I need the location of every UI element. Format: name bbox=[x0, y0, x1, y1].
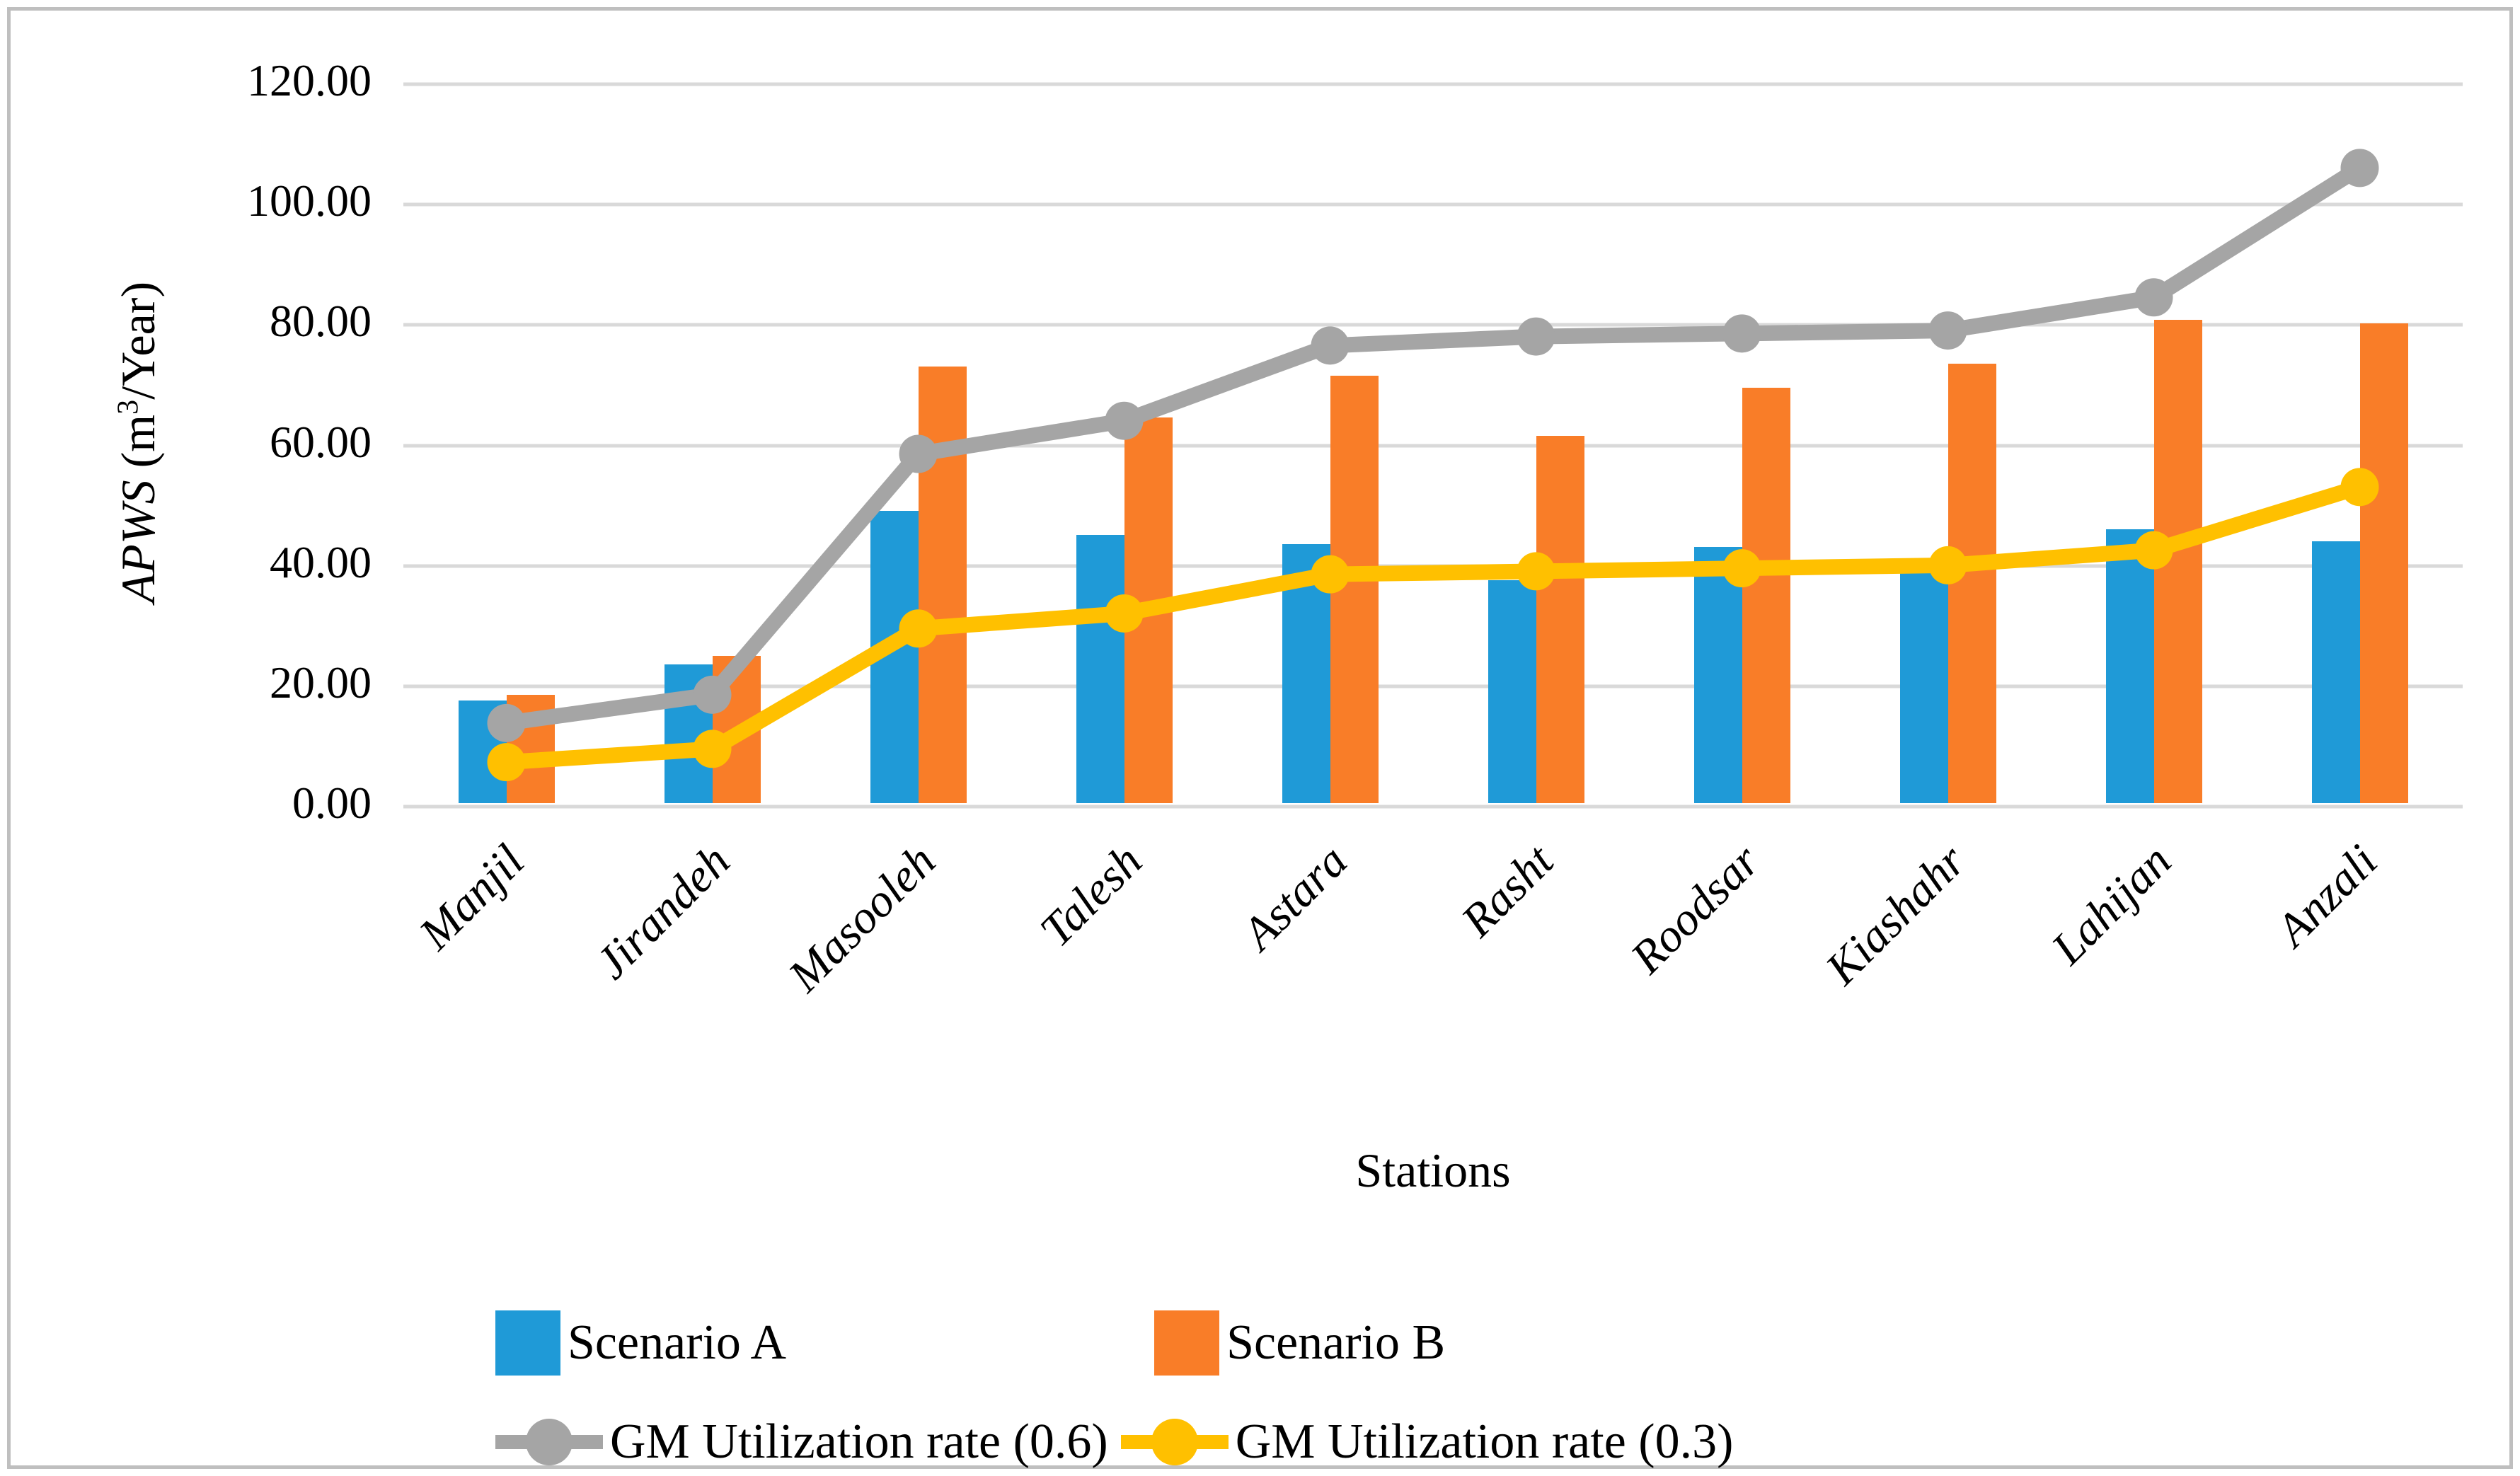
data-point-marker bbox=[693, 730, 732, 768]
bar-scenario-a bbox=[1899, 571, 1948, 803]
chart-outer-border bbox=[7, 7, 2513, 1469]
gridline bbox=[403, 444, 2463, 447]
y-axis-title-superscript: 3 bbox=[111, 399, 145, 415]
data-point-marker bbox=[487, 703, 526, 742]
data-point-marker bbox=[899, 609, 938, 648]
bar-scenario-a bbox=[1693, 547, 1742, 803]
bar-scenario-b bbox=[2359, 323, 2408, 803]
y-tick-label: 20.00 bbox=[270, 657, 372, 708]
data-point-marker bbox=[1928, 546, 1967, 584]
y-tick-label: 100.00 bbox=[247, 175, 372, 226]
gray-line-marker-icon bbox=[495, 1407, 603, 1476]
data-point-marker bbox=[1517, 552, 1555, 591]
line-gm-utilization-rate-0-3- bbox=[498, 479, 2368, 771]
bar-scenario-b bbox=[1947, 363, 1996, 803]
plot-area: 0.00 20.00 40.00 60.00 80.00 100.00 120.00 Manj… bbox=[247, 58, 2463, 1002]
legend-item-gm-rate-03: GM Utilization rate (0.3) bbox=[1120, 1407, 1734, 1476]
yellow-line-marker-icon bbox=[1120, 1407, 1229, 1476]
data-point-marker bbox=[1722, 314, 1761, 353]
bar-scenario-a bbox=[2311, 541, 2360, 803]
gridline bbox=[403, 805, 2463, 809]
data-point-marker bbox=[487, 743, 526, 782]
x-axis-title: Stations bbox=[1355, 1143, 1511, 1197]
y-tick-label: 60.00 bbox=[270, 416, 372, 467]
legend-label: GM Utilization rate (0.6) bbox=[610, 1414, 1108, 1469]
gridline bbox=[403, 323, 2463, 327]
gridline bbox=[403, 202, 2463, 207]
data-point-marker bbox=[1105, 594, 1144, 633]
scenario-b-swatch-icon bbox=[1154, 1310, 1220, 1376]
legend-label: Scenario A bbox=[568, 1315, 787, 1370]
data-point-marker bbox=[2340, 468, 2379, 507]
line-series-overlay bbox=[487, 149, 2379, 782]
data-point-marker bbox=[1722, 549, 1761, 588]
data-point-marker bbox=[1105, 401, 1144, 440]
bar-scenario-a bbox=[1488, 580, 1536, 803]
bar-scenario-b bbox=[1742, 387, 1790, 803]
y-tick-label: 40.00 bbox=[270, 536, 372, 587]
data-point-marker bbox=[899, 434, 938, 473]
data-point-marker bbox=[2340, 149, 2379, 188]
data-point-marker bbox=[2134, 531, 2173, 570]
y-tick-label: 80.00 bbox=[270, 296, 372, 347]
scenario-a-swatch-icon bbox=[495, 1310, 560, 1376]
data-point-marker bbox=[1928, 311, 1967, 350]
y-tick-label: 0.00 bbox=[292, 778, 372, 828]
line-gm-utilization-rate-0-6- bbox=[498, 160, 2368, 731]
legend-item-scenario-a: Scenario A bbox=[495, 1310, 786, 1376]
legend-row-bars: Scenario A Scenario B bbox=[495, 1310, 1445, 1376]
bar-scenario-a bbox=[1076, 535, 1124, 803]
legend-label: GM Utilization rate (0.3) bbox=[1235, 1414, 1734, 1469]
data-point-marker bbox=[693, 675, 732, 714]
data-point-marker bbox=[2134, 278, 2173, 317]
data-point-marker bbox=[1311, 326, 1350, 365]
legend-item-gm-rate-06: GM Utilization rate (0.6) bbox=[495, 1407, 1108, 1476]
gridline bbox=[403, 82, 2463, 86]
legend-item-scenario-b: Scenario B bbox=[1154, 1310, 1445, 1376]
gridline bbox=[403, 684, 2463, 688]
bar-scenario-b bbox=[1536, 436, 1584, 803]
data-point-marker bbox=[1311, 555, 1350, 594]
data-point-marker bbox=[1517, 317, 1555, 356]
legend-label: Scenario B bbox=[1226, 1315, 1446, 1370]
y-tick-label: 120.00 bbox=[247, 55, 372, 105]
bar-scenario-a bbox=[2105, 529, 2154, 803]
legend-row-lines: GM Utilization rate (0.6) GM Utilization… bbox=[495, 1407, 1733, 1476]
